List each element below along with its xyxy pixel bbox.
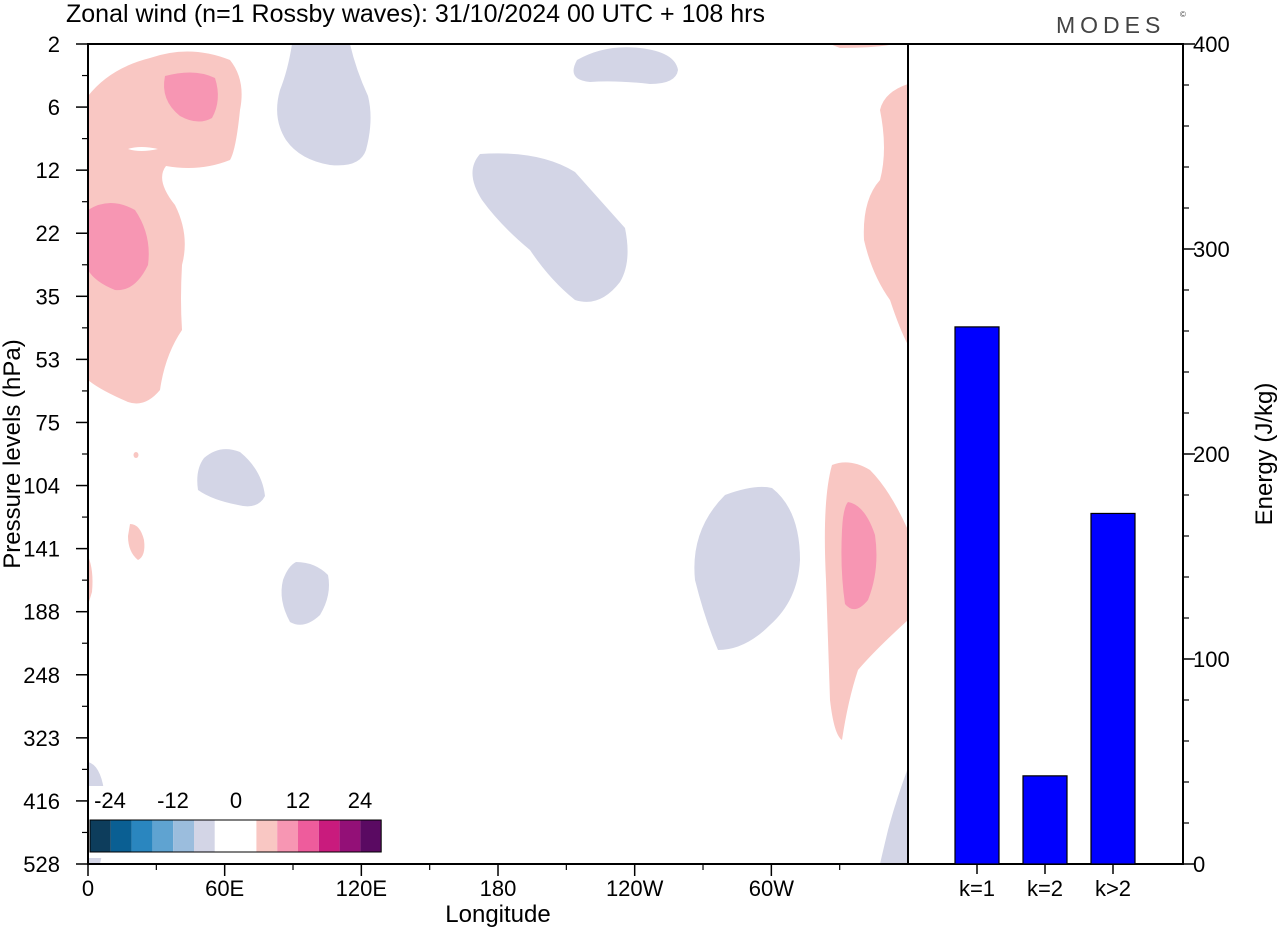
- colorbar-swatch: [256, 820, 278, 852]
- negative-region: [277, 44, 371, 166]
- colorbar-swatch: [131, 820, 153, 852]
- y-tick-label: 6: [48, 95, 60, 120]
- energy-axis-label: Energy (J/kg): [1251, 383, 1278, 526]
- y-tick-label: 416: [23, 789, 60, 814]
- chart-title: Zonal wind (n=1 Rossby waves): 31/10/202…: [66, 0, 765, 28]
- energy-tick-label: 400: [1193, 32, 1230, 57]
- bar-category-label: k=2: [1027, 876, 1063, 901]
- positive-core: [164, 72, 218, 122]
- y-tick-label: 141: [23, 537, 60, 562]
- negative-region: [573, 47, 678, 84]
- x-axis-label: Longitude: [445, 901, 550, 928]
- energy-bar: [1090, 512, 1136, 865]
- positive-region: [88, 556, 93, 605]
- y-tick-label: 75: [36, 410, 60, 435]
- colorbar-swatch: [214, 820, 236, 852]
- x-tick-label: 120E: [336, 876, 387, 901]
- colorbar-swatch: [298, 820, 319, 852]
- negative-region: [281, 562, 329, 625]
- colorbar-swatch: [110, 820, 132, 852]
- positive-core: [88, 203, 149, 291]
- energy-tick-label: 300: [1193, 237, 1230, 262]
- colorbar-label: 24: [348, 788, 372, 813]
- colorbar-border: [89, 819, 382, 853]
- energy-bar: [1022, 775, 1068, 865]
- bar-category-label: k=1: [959, 876, 995, 901]
- colorbar-swatch: [360, 820, 382, 852]
- colorbar-swatch: [235, 820, 257, 852]
- y-tick-label: 188: [23, 600, 60, 625]
- y-tick-label: 35: [36, 284, 60, 309]
- negative-region: [197, 449, 265, 507]
- energy-tick-label: 0: [1193, 852, 1205, 877]
- bar-category-label: k>2: [1095, 876, 1131, 901]
- colorbar-swatch: [152, 820, 174, 852]
- y-tick-label: 53: [36, 347, 60, 372]
- logo-text: MODES: [1056, 12, 1165, 38]
- heatmap-field: [88, 44, 908, 864]
- negative-region: [472, 153, 628, 302]
- positive-core: [841, 502, 877, 610]
- x-tick-label: 60W: [749, 876, 794, 901]
- y-axis-label: Pressure levels (hPa): [0, 339, 26, 568]
- colorbar-swatch: [194, 820, 215, 852]
- positive-region: [128, 524, 145, 560]
- x-tick-label: 0: [82, 876, 94, 901]
- colorbar-label: 0: [230, 788, 242, 813]
- colorbar-label: -24: [94, 788, 126, 813]
- y-tick-label: 248: [23, 663, 60, 688]
- colorbar-swatch: [318, 820, 340, 852]
- positive-region: [128, 147, 158, 151]
- colorbar: -24 -12 0 12 24: [86, 786, 386, 858]
- positive-region: [863, 84, 908, 345]
- negative-region: [694, 486, 800, 650]
- y-tick-label: 22: [36, 221, 60, 246]
- modes-logo: MODES ©: [1056, 10, 1186, 38]
- plot-frame: [87, 43, 1184, 865]
- positive-region: [88, 51, 242, 404]
- y-tick-label: 323: [23, 726, 60, 751]
- positive-region: [133, 452, 139, 458]
- logo-copyright: ©: [1180, 10, 1186, 19]
- y-tick-label: 12: [36, 158, 60, 183]
- colorbar-label: -12: [157, 788, 189, 813]
- colorbar-swatch: [339, 820, 361, 852]
- x-tick-label: 120W: [606, 876, 664, 901]
- x-tick-label: 60E: [205, 876, 244, 901]
- colorbar-swatch: [277, 820, 298, 852]
- colorbar-swatch: [173, 820, 194, 852]
- energy-bar: [954, 326, 1000, 865]
- y-tick-label: 2: [48, 32, 60, 57]
- y-tick-label: 104: [23, 474, 60, 499]
- bar-chart: k=1 k=2 k>2 0 100 200 300 400: [954, 32, 1230, 901]
- energy-tick-label: 100: [1193, 647, 1230, 672]
- y-tick-label: 528: [23, 852, 60, 877]
- colorbar-swatch: [90, 820, 111, 852]
- x-tick-label: 180: [480, 876, 517, 901]
- energy-tick-label: 200: [1193, 442, 1230, 467]
- negative-region: [880, 768, 908, 864]
- colorbar-label: 12: [286, 788, 310, 813]
